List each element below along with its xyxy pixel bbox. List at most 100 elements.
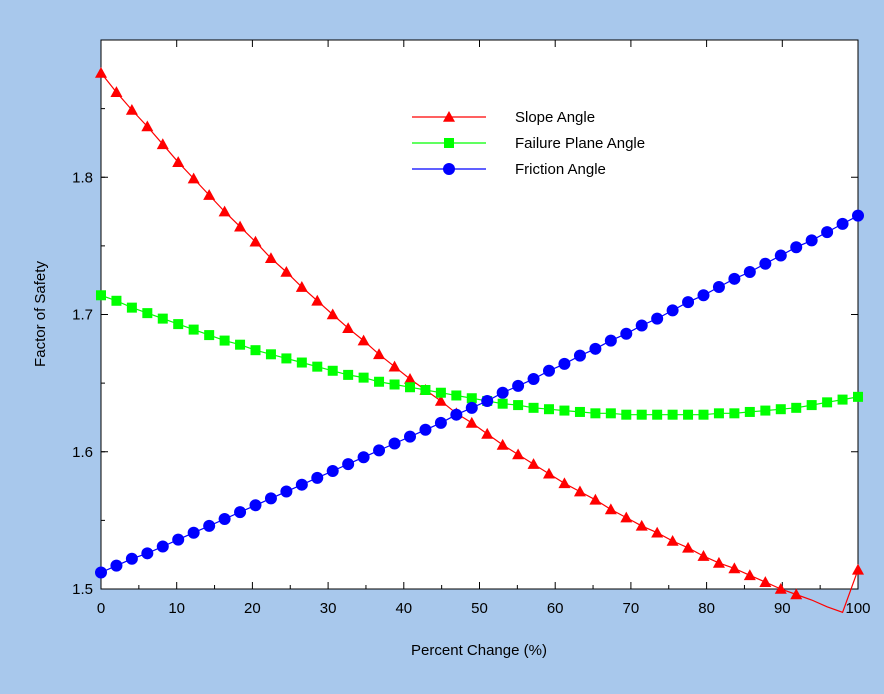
x-axis: 0 10 20 30 40 50 60 70 80 90 100 [97, 40, 871, 617]
series-point-1 [590, 408, 601, 419]
series-point-0 [388, 360, 401, 372]
series-point-0 [465, 416, 478, 428]
series-point-2 [481, 394, 494, 407]
series-point-2 [651, 312, 664, 325]
series-point-2 [342, 458, 355, 471]
x-tick-label: 60 [547, 600, 564, 617]
series-point-1 [281, 353, 292, 364]
series-point-1 [497, 398, 508, 409]
y-tick-label: 1.8 [72, 169, 93, 186]
series-point-1 [435, 387, 446, 398]
y-axis: 1.5 1.6 1.7 1.8 [72, 39, 858, 598]
series-point-1 [806, 400, 817, 411]
series-point-2 [450, 408, 463, 421]
legend-label: Failure Plane Angle [515, 135, 645, 152]
series-point-1 [343, 369, 354, 380]
series-point-2 [790, 241, 803, 254]
series-point-0 [311, 294, 324, 306]
series-point-2 [234, 506, 247, 519]
series-point-2 [666, 304, 679, 317]
series-point-1 [327, 365, 338, 376]
series-point-2 [852, 209, 864, 222]
series-point-0 [712, 556, 725, 568]
series-point-1 [420, 384, 431, 395]
series-point-2 [110, 559, 123, 572]
x-tick-label: 20 [244, 600, 261, 617]
series-point-0 [203, 189, 216, 200]
series-point-0 [790, 588, 803, 600]
series-point-2 [512, 379, 525, 392]
series-point-2 [743, 265, 756, 278]
series-point-2 [249, 499, 262, 512]
series-point-2 [712, 281, 725, 294]
series-point-1 [621, 409, 632, 420]
series-point-2 [805, 234, 818, 247]
series-point-0 [728, 562, 741, 574]
series-point-1 [126, 302, 137, 313]
series-point-1 [559, 405, 570, 416]
series-point-0 [651, 526, 664, 538]
series-point-0 [697, 550, 710, 561]
series-point-1 [652, 409, 663, 420]
x-tick-label: 70 [623, 600, 640, 617]
series-point-0 [589, 493, 602, 505]
series-point-0 [496, 438, 509, 450]
series-point-2 [388, 437, 401, 450]
series-point-2 [95, 566, 107, 579]
series-point-0 [95, 66, 107, 78]
series-point-2 [264, 492, 277, 505]
series-point-1 [142, 308, 153, 319]
series-point-2 [682, 296, 695, 309]
series-point-0 [434, 394, 447, 406]
series-point-0 [110, 86, 123, 97]
series-point-0 [481, 427, 494, 439]
series-point-1 [188, 324, 199, 335]
series-point-0 [512, 448, 525, 460]
series-point-0 [573, 485, 586, 497]
series-point-2 [542, 364, 555, 377]
series-point-1 [235, 339, 246, 350]
x-axis-title: Percent Change (%) [411, 642, 547, 659]
series-point-0 [635, 519, 648, 531]
x-tick-label: 80 [698, 600, 715, 617]
series-point-1 [543, 404, 554, 415]
series-point-1 [729, 408, 740, 419]
x-tick-label: 40 [395, 600, 412, 617]
legend-label: Friction Angle [515, 161, 606, 178]
series-point-1 [157, 313, 168, 324]
series-point-0 [280, 265, 293, 277]
series-point-1 [96, 290, 106, 301]
series-point-2 [326, 464, 339, 477]
series-point-1 [405, 382, 416, 393]
series-point-2 [311, 471, 324, 484]
series-point-2 [589, 342, 602, 355]
series-point-2 [465, 401, 478, 414]
series-point-2 [496, 386, 509, 399]
series-point-0 [404, 373, 417, 384]
series-point-1 [296, 357, 307, 368]
legend-label: Slope Angle [515, 109, 595, 126]
series-point-1 [204, 330, 215, 341]
series-point-2 [527, 373, 540, 386]
series-point-0 [141, 120, 154, 132]
series-point-1 [574, 406, 585, 417]
series-point-1 [513, 400, 524, 411]
series-point-2 [203, 519, 216, 532]
series-point-2 [218, 513, 231, 526]
series-point-0 [264, 252, 277, 264]
y-tick-label: 1.5 [72, 581, 93, 598]
series-point-0 [357, 334, 370, 346]
series-point-0 [249, 235, 262, 247]
series-point-0 [187, 172, 200, 184]
series-point-1 [111, 295, 122, 306]
series-point-2 [759, 257, 772, 270]
series-point-1 [358, 372, 369, 383]
series-point-0 [620, 511, 633, 523]
series-point-0 [125, 103, 138, 115]
series-point-1 [451, 390, 462, 401]
series-point-1 [744, 406, 755, 417]
series-point-2 [295, 478, 308, 491]
x-tick-label: 30 [320, 600, 337, 617]
series-point-2 [125, 552, 138, 565]
